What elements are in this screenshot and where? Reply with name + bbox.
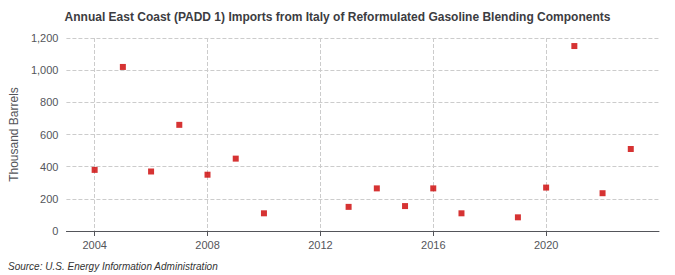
svg-text:Thousand Barrels: Thousand Barrels — [7, 87, 21, 182]
svg-text:2012: 2012 — [308, 239, 332, 251]
svg-text:2020: 2020 — [534, 239, 558, 251]
svg-text:800: 800 — [40, 96, 58, 108]
svg-text:Source: U.S. Energy Informatio: Source: U.S. Energy Information Administ… — [8, 261, 218, 272]
svg-text:1,000: 1,000 — [31, 64, 59, 76]
svg-text:Annual East Coast (PADD 1) Imp: Annual East Coast (PADD 1) Imports from … — [65, 10, 611, 24]
svg-text:2016: 2016 — [421, 239, 445, 251]
svg-text:400: 400 — [40, 161, 58, 173]
svg-text:0: 0 — [52, 225, 58, 237]
svg-text:1,200: 1,200 — [31, 32, 59, 44]
svg-text:200: 200 — [40, 193, 58, 205]
svg-text:2008: 2008 — [195, 239, 219, 251]
svg-text:2004: 2004 — [82, 239, 106, 251]
svg-text:600: 600 — [40, 129, 58, 141]
